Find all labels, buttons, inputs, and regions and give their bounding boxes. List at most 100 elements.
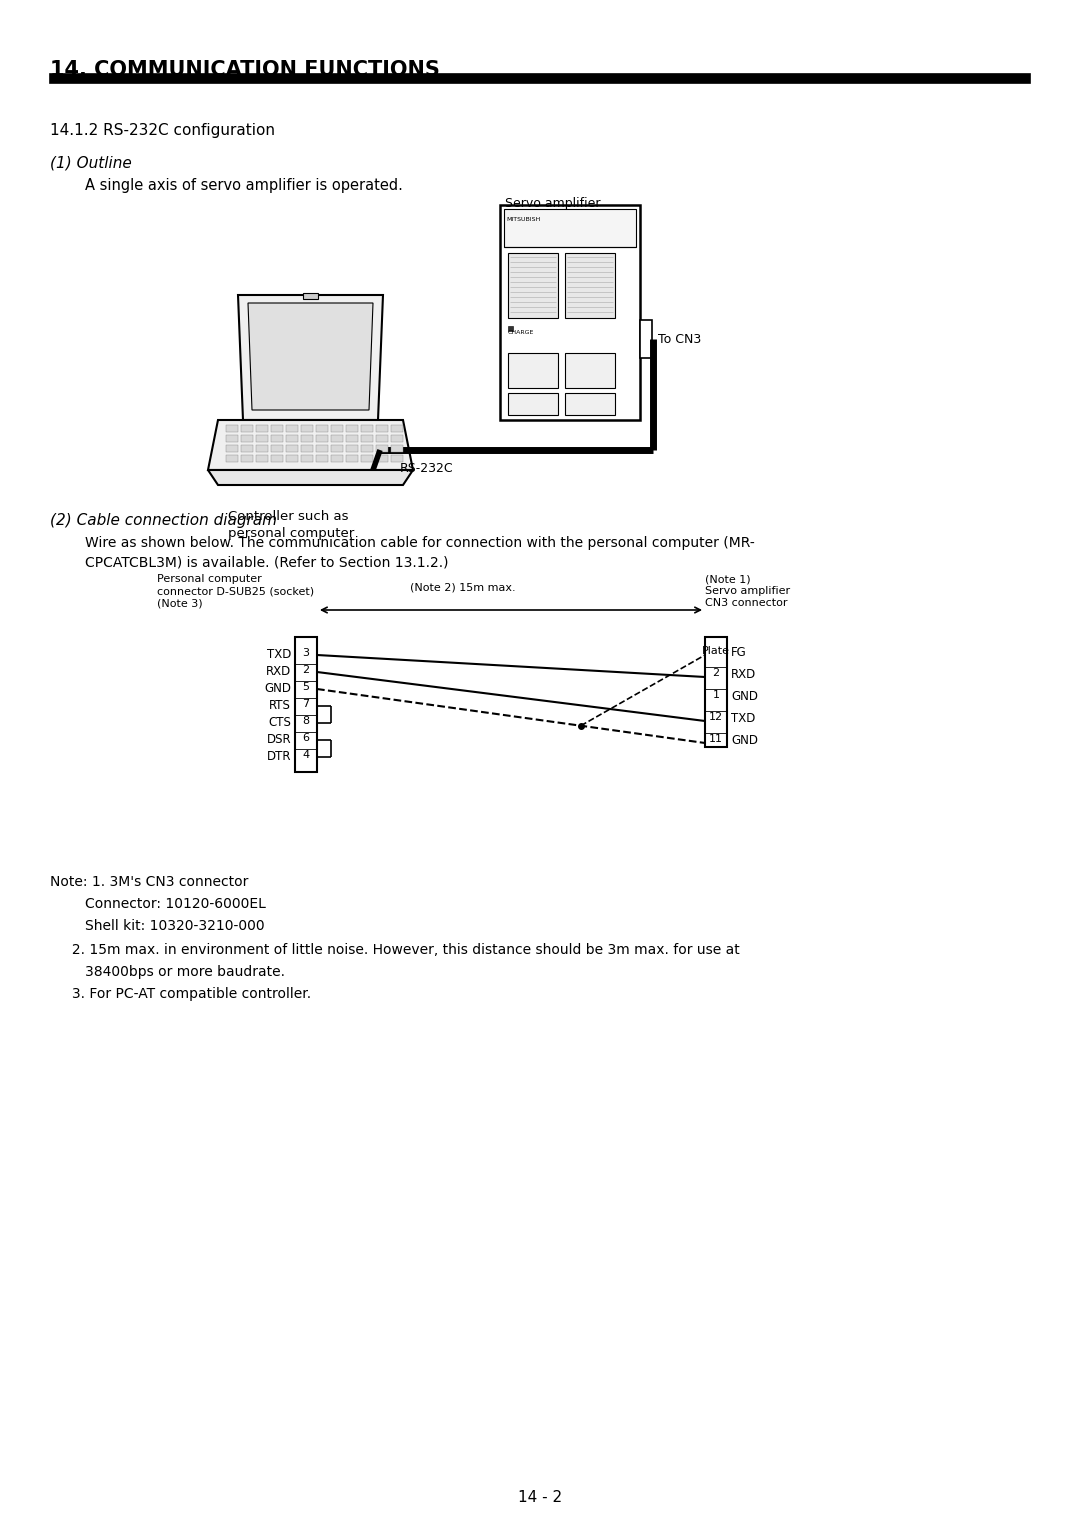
- Text: (2) Cable connection diagram: (2) Cable connection diagram: [50, 513, 276, 529]
- Bar: [286, 435, 298, 442]
- Text: RXD: RXD: [731, 668, 756, 681]
- Bar: [500, 205, 640, 420]
- Polygon shape: [248, 303, 373, 410]
- Text: 3: 3: [302, 648, 310, 659]
- Polygon shape: [208, 471, 413, 484]
- Bar: [241, 445, 253, 452]
- Circle shape: [567, 367, 575, 374]
- Text: 11: 11: [708, 733, 723, 744]
- Bar: [316, 445, 328, 452]
- Text: 2: 2: [713, 668, 719, 678]
- Text: RXD: RXD: [266, 665, 291, 678]
- Bar: [504, 209, 636, 248]
- Bar: [361, 445, 373, 452]
- Text: Servo amplifier: Servo amplifier: [505, 197, 600, 209]
- Bar: [565, 254, 615, 318]
- Circle shape: [568, 400, 573, 406]
- Text: Personal computer: Personal computer: [157, 575, 261, 584]
- Text: Connector: 10120-6000EL: Connector: 10120-6000EL: [50, 897, 266, 911]
- Bar: [376, 445, 388, 452]
- Circle shape: [543, 400, 549, 406]
- Bar: [271, 455, 283, 461]
- Bar: [301, 445, 313, 452]
- Text: (Note 3): (Note 3): [157, 597, 203, 608]
- Bar: [271, 445, 283, 452]
- Circle shape: [511, 400, 517, 406]
- Text: GND: GND: [264, 681, 291, 695]
- Text: Plate: Plate: [702, 646, 730, 656]
- Bar: [330, 435, 343, 442]
- Circle shape: [599, 367, 607, 374]
- Bar: [316, 425, 328, 432]
- Text: 8: 8: [302, 717, 310, 726]
- Bar: [376, 425, 388, 432]
- Bar: [50, 73, 1030, 83]
- Text: 14.1.2 RS-232C configuration: 14.1.2 RS-232C configuration: [50, 122, 275, 138]
- Text: 14. COMMUNICATION FUNCTIONS: 14. COMMUNICATION FUNCTIONS: [50, 60, 440, 79]
- Circle shape: [584, 400, 590, 406]
- Text: 3. For PC-AT compatible controller.: 3. For PC-AT compatible controller.: [50, 987, 311, 1001]
- Bar: [508, 393, 558, 416]
- Text: 4: 4: [302, 750, 310, 759]
- Text: 38400bps or more baudrate.: 38400bps or more baudrate.: [50, 966, 285, 979]
- Bar: [241, 455, 253, 461]
- Text: 1: 1: [713, 691, 719, 700]
- Bar: [391, 455, 403, 461]
- Bar: [346, 425, 357, 432]
- Circle shape: [526, 367, 534, 374]
- Text: (1) Outline: (1) Outline: [50, 154, 132, 170]
- Text: A single axis of servo amplifier is operated.: A single axis of servo amplifier is oper…: [85, 177, 403, 193]
- Text: CN3 connector: CN3 connector: [705, 597, 787, 608]
- Bar: [330, 445, 343, 452]
- Text: 2. 15m max. in environment of little noise. However, this distance should be 3m : 2. 15m max. in environment of little noi…: [50, 943, 740, 957]
- Text: FG: FG: [731, 646, 746, 659]
- Bar: [286, 455, 298, 461]
- Polygon shape: [238, 295, 383, 420]
- Bar: [346, 445, 357, 452]
- Text: personal computer: personal computer: [228, 527, 354, 539]
- Text: Shell kit: 10320-3210-000: Shell kit: 10320-3210-000: [50, 918, 265, 934]
- Circle shape: [510, 367, 518, 374]
- Polygon shape: [208, 420, 413, 471]
- Bar: [508, 353, 558, 388]
- Bar: [565, 393, 615, 416]
- Text: DSR: DSR: [267, 733, 291, 746]
- Bar: [361, 425, 373, 432]
- Bar: [241, 435, 253, 442]
- Bar: [295, 637, 318, 772]
- Text: Wire as shown below. The communication cable for connection with the personal co: Wire as shown below. The communication c…: [85, 536, 755, 550]
- Text: CPCATCBL3M) is available. (Refer to Section 13.1.2.): CPCATCBL3M) is available. (Refer to Sect…: [85, 555, 448, 568]
- Bar: [376, 455, 388, 461]
- Circle shape: [542, 367, 550, 374]
- Circle shape: [527, 400, 534, 406]
- Bar: [226, 435, 238, 442]
- Bar: [301, 435, 313, 442]
- Text: RS-232C: RS-232C: [400, 461, 454, 475]
- Bar: [508, 254, 558, 318]
- Bar: [256, 455, 268, 461]
- Bar: [226, 425, 238, 432]
- Text: DTR: DTR: [267, 750, 291, 762]
- Text: connector D-SUB25 (socket): connector D-SUB25 (socket): [157, 587, 314, 596]
- Text: GND: GND: [731, 733, 758, 747]
- Text: Servo amplifier: Servo amplifier: [705, 587, 791, 596]
- Bar: [376, 435, 388, 442]
- Bar: [705, 637, 727, 747]
- Bar: [361, 435, 373, 442]
- Bar: [256, 435, 268, 442]
- Bar: [508, 325, 513, 332]
- Text: CHARGE: CHARGE: [508, 330, 535, 335]
- Bar: [640, 319, 652, 358]
- Text: CTS: CTS: [268, 717, 291, 729]
- Bar: [391, 445, 403, 452]
- Text: 12: 12: [708, 712, 724, 723]
- Text: To CN3: To CN3: [658, 333, 701, 345]
- Circle shape: [583, 367, 591, 374]
- Bar: [361, 455, 373, 461]
- Bar: [226, 445, 238, 452]
- Text: 2: 2: [302, 665, 310, 675]
- Bar: [286, 425, 298, 432]
- Bar: [391, 425, 403, 432]
- Text: Note: 1. 3M's CN3 connector: Note: 1. 3M's CN3 connector: [50, 876, 248, 889]
- Text: TXD: TXD: [267, 648, 291, 662]
